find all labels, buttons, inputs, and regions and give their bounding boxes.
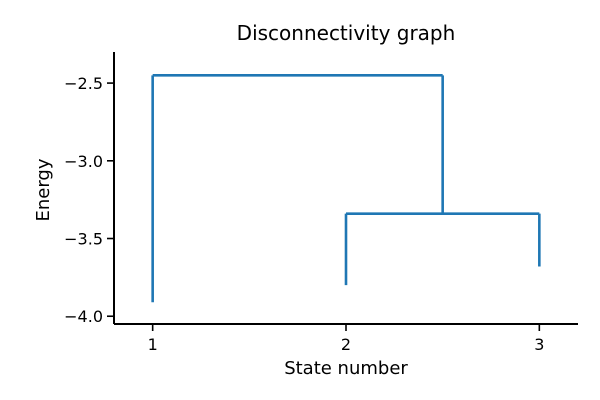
x-tick-label: 1 — [148, 335, 158, 354]
y-axis-ticks: −4.0 −3.5 −3.0 −2.5 — [64, 74, 114, 326]
y-tick-label: −2.5 — [64, 74, 103, 93]
x-axis-label: State number — [284, 358, 408, 379]
y-tick-label: −3.0 — [64, 152, 103, 171]
chart-title: Disconnectivity graph — [237, 21, 456, 45]
y-tick-label: −3.5 — [64, 230, 103, 249]
x-axis-ticks: 1 2 3 — [148, 324, 544, 354]
x-tick-label: 3 — [534, 335, 544, 354]
plot-area — [151, 74, 541, 303]
x-tick-label: 2 — [341, 335, 351, 354]
y-axis-label: Energy — [33, 158, 54, 221]
y-tick-label: −4.0 — [64, 307, 103, 326]
